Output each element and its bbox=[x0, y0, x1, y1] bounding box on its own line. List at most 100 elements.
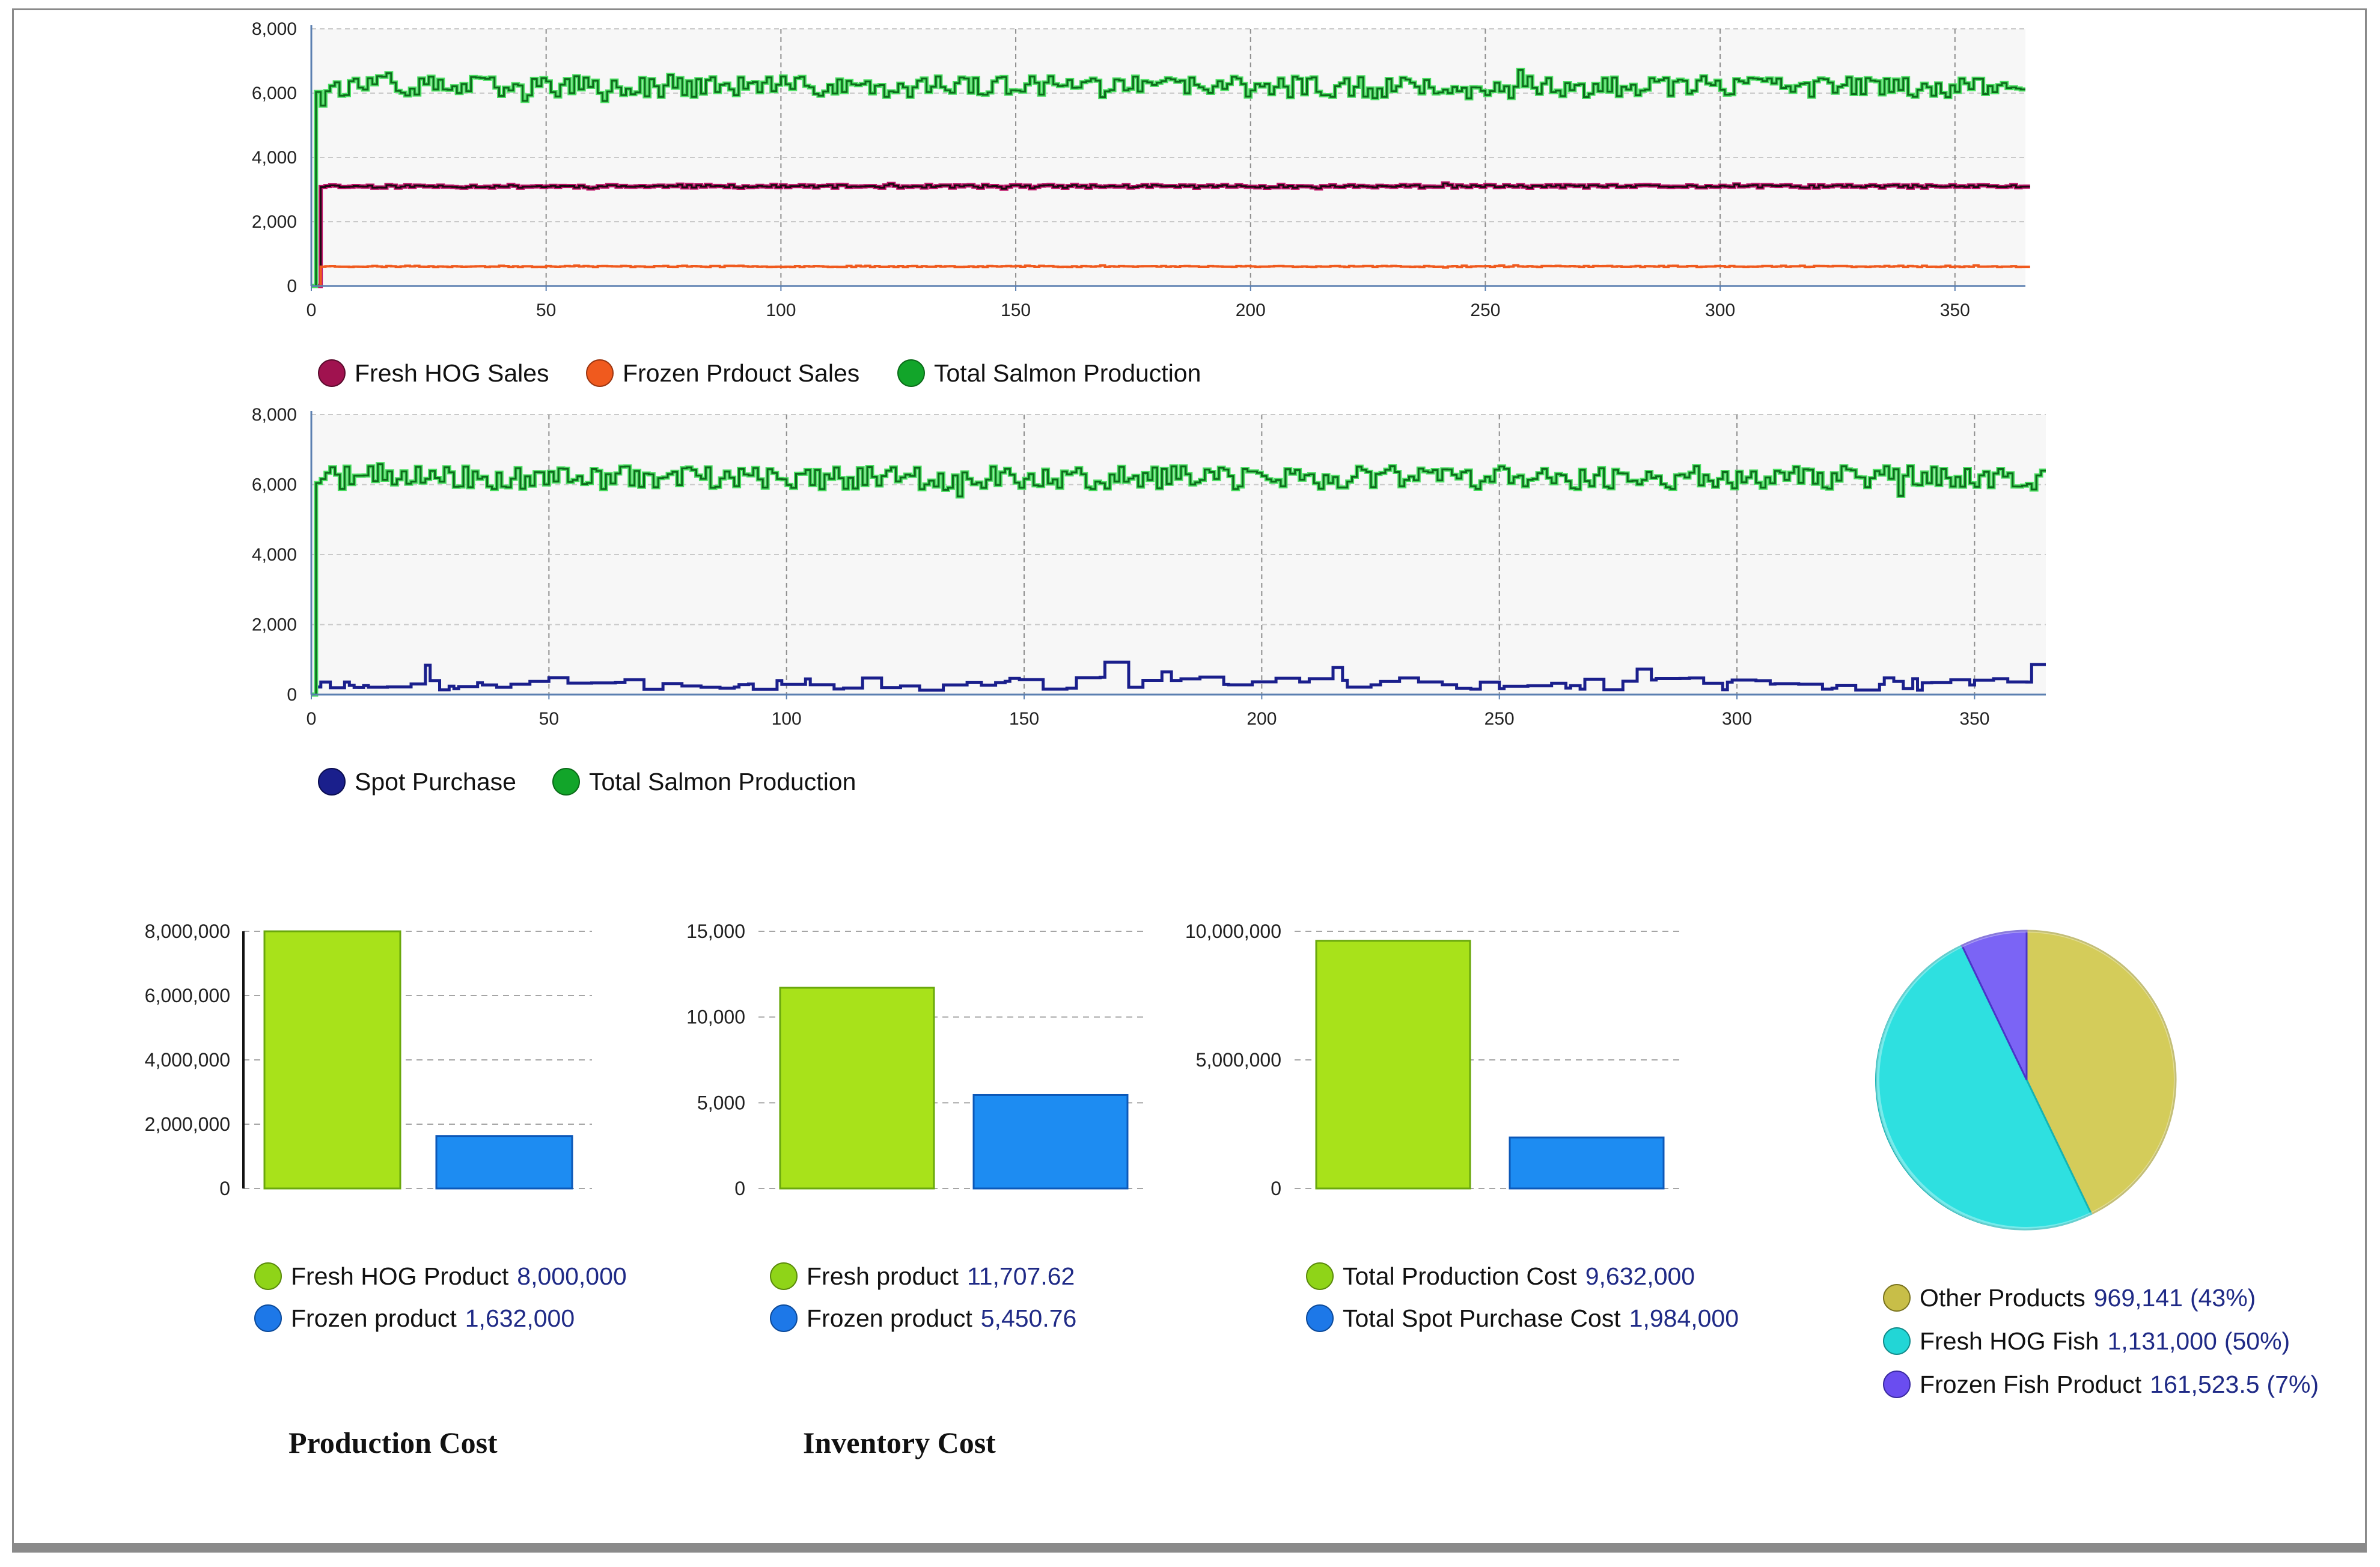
spot-production-line-chart: 0 2,000 4,000 6,000 8,000 0 50 100 150 200 250 300 3… bbox=[252, 405, 2046, 796]
figure-frame bbox=[12, 8, 2367, 1553]
x-tick-label: 0 bbox=[307, 709, 317, 729]
x-tick-label: 50 bbox=[539, 709, 559, 729]
x-tick-label: 350 bbox=[1959, 709, 1989, 729]
legend-value: 5,450.76 bbox=[981, 1304, 1077, 1332]
legend-percent: (7%) bbox=[2267, 1371, 2319, 1398]
y-tick-label: 0 bbox=[734, 1178, 745, 1199]
legend-value: 969,141 bbox=[2094, 1284, 2183, 1312]
legend-label: Total Salmon Production bbox=[934, 359, 1201, 387]
product-share-pie-chart: Other Products 969,141 (43%) Fresh HOG Fis… bbox=[1875, 929, 2319, 1398]
legend-label: Fresh product bbox=[807, 1262, 959, 1290]
x-tick-label: 300 bbox=[1705, 300, 1735, 320]
legend-item-frozen-fish-product[interactable]: Frozen Fish Product 161,523.5 (7%) bbox=[1883, 1371, 2319, 1398]
plot: 0 2,000,000 4,000,000 6,000,000 8,000,000 bbox=[145, 920, 592, 1199]
legend-marker bbox=[318, 359, 346, 387]
y-tick-label: 0 bbox=[1271, 1178, 1281, 1199]
legend-label: Total Production Cost bbox=[1343, 1262, 1577, 1290]
series-line-spot-purchase bbox=[311, 660, 2046, 696]
bar-fresh-product bbox=[779, 987, 935, 1190]
pie-slice-other-products bbox=[2025, 930, 2177, 1216]
legend-item-frozen-product[interactable]: Frozen product 5,450.76 bbox=[770, 1304, 1076, 1332]
y-tick-label: 5,000 bbox=[697, 1092, 745, 1113]
legend-item-fresh-hog-sales[interactable]: Fresh HOG Sales bbox=[318, 359, 549, 387]
x-tick-label: 150 bbox=[1009, 709, 1039, 729]
series-line-frozen-prdouct-sales bbox=[311, 264, 2030, 287]
legend-item-other-products[interactable]: Other Products 969,141 (43%) bbox=[1883, 1284, 2256, 1312]
y-tick-label: 0 bbox=[219, 1178, 230, 1199]
legend-marker bbox=[552, 768, 580, 796]
x-tick-label: 300 bbox=[1722, 709, 1752, 729]
legend-value: 8,000,000 bbox=[517, 1262, 626, 1290]
legend: Other Products 969,141 (43%) Fresh HOG Fis… bbox=[1883, 1284, 2319, 1398]
legend-item-frozen-product[interactable]: Frozen product 1,632,000 bbox=[254, 1304, 575, 1332]
legend-item-fresh-hog-product[interactable]: Fresh HOG Product 8,000,000 bbox=[254, 1262, 627, 1290]
bar-total-spot-purchase-cost bbox=[1509, 1136, 1665, 1190]
legend-item-fresh-hog-fish[interactable]: Fresh HOG Fish 1,131,000 (50%) bbox=[1883, 1327, 2290, 1355]
legend-label: Total Salmon Production bbox=[589, 768, 856, 796]
legend-text: Total Production Cost 9,632,000 bbox=[1343, 1262, 1695, 1290]
legend-marker bbox=[770, 1304, 798, 1332]
legend-text: Frozen Fish Product 161,523.5 (7%) bbox=[1920, 1371, 2319, 1398]
y-tick-label: 5,000,000 bbox=[1196, 1049, 1281, 1071]
x-tick-label: 100 bbox=[772, 709, 802, 729]
legend-text: Total Spot Purchase Cost 1,984,000 bbox=[1343, 1304, 1739, 1332]
x-tick-label: 250 bbox=[1470, 300, 1500, 320]
y-tick-label: 6,000 bbox=[252, 84, 297, 103]
y-tick-label: 10,000 bbox=[686, 1006, 745, 1028]
production-cost-bar-chart: 0 2,000,000 4,000,000 6,000,000 8,000,000 Fr… bbox=[145, 920, 627, 1459]
x-tick-label: 350 bbox=[1940, 300, 1970, 320]
total-cost-bar-chart: 0 5,000,000 10,000,000 Total Production Co… bbox=[1185, 920, 1739, 1332]
legend: Fresh HOG Sales Frozen Prdouct Sales Tot… bbox=[318, 359, 1201, 387]
series-line-fresh-hog-sales bbox=[311, 182, 2030, 287]
y-tick-label: 6,000 bbox=[252, 475, 297, 495]
legend-label: Total Spot Purchase Cost bbox=[1343, 1304, 1621, 1332]
legend-text: Frozen product 1,632,000 bbox=[291, 1304, 575, 1332]
legend-item-spot-purchase[interactable]: Spot Purchase bbox=[318, 768, 516, 796]
legend-label: Frozen product bbox=[291, 1304, 457, 1332]
legend-item-fresh-product[interactable]: Fresh product 11,707.62 bbox=[770, 1262, 1075, 1290]
y-tick-label: 8,000,000 bbox=[145, 920, 230, 942]
legend-value: 1,984,000 bbox=[1629, 1304, 1739, 1332]
legend-percent: (50%) bbox=[2224, 1327, 2290, 1355]
legend-item-total-spot-purchase-cost[interactable]: Total Spot Purchase Cost 1,984,000 bbox=[1306, 1304, 1739, 1332]
legend-marker bbox=[318, 768, 346, 796]
legend-value: 9,632,000 bbox=[1585, 1262, 1695, 1290]
legend-marker bbox=[897, 359, 925, 387]
legend-label: Fresh HOG Product bbox=[291, 1262, 509, 1290]
series-lines bbox=[311, 67, 2030, 288]
legend-item-total-salmon-production[interactable]: Total Salmon Production bbox=[897, 359, 1201, 387]
legend-label: Fresh HOG Fish bbox=[1920, 1327, 2099, 1355]
legend-value: 11,707.62 bbox=[967, 1262, 1075, 1290]
legend-marker bbox=[770, 1262, 798, 1290]
x-tick-label: 50 bbox=[536, 300, 556, 320]
legend-text: Fresh HOG Product 8,000,000 bbox=[291, 1262, 627, 1290]
legend-text: Frozen product 5,450.76 bbox=[807, 1304, 1076, 1332]
pie-slice-fresh-hog-fish bbox=[1875, 944, 2093, 1231]
legend-marker bbox=[1883, 1284, 1911, 1312]
legend-text: Other Products 969,141 (43%) bbox=[1920, 1284, 2256, 1312]
legend-item-total-production-cost[interactable]: Total Production Cost 9,632,000 bbox=[1306, 1262, 1695, 1290]
y-tick-label: 6,000,000 bbox=[145, 985, 230, 1006]
legend: Spot Purchase Total Salmon Production bbox=[318, 768, 856, 796]
bar-total-production-cost bbox=[1315, 940, 1471, 1190]
x-tick-label: 100 bbox=[766, 300, 796, 320]
pie-slices bbox=[1875, 929, 2177, 1231]
legend-marker bbox=[1883, 1327, 1911, 1355]
legend: Fresh product 11,707.62 Frozen product 5,4… bbox=[770, 1262, 1076, 1332]
gridlines bbox=[311, 28, 2025, 286]
legend-item-total-salmon-production[interactable]: Total Salmon Production bbox=[552, 768, 856, 796]
y-tick-label: 0 bbox=[287, 276, 297, 296]
series-line-total-salmon-production bbox=[311, 463, 2046, 696]
legend-label: Frozen product bbox=[807, 1304, 972, 1332]
x-tick-label: 200 bbox=[1236, 300, 1266, 320]
chart-caption: Production Cost bbox=[288, 1426, 498, 1459]
bar-frozen-product bbox=[972, 1094, 1129, 1190]
legend-text: Fresh HOG Fish 1,131,000 (50%) bbox=[1920, 1327, 2290, 1355]
legend: Fresh HOG Product 8,000,000 Frozen produc… bbox=[254, 1262, 627, 1332]
legend-marker bbox=[254, 1304, 282, 1332]
legend-marker bbox=[254, 1262, 282, 1290]
legend-item-frozen-product-sales[interactable]: Frozen Prdouct Sales bbox=[586, 359, 859, 387]
x-tick-label: 250 bbox=[1484, 709, 1515, 729]
legend: Total Production Cost 9,632,000 Total Spo… bbox=[1306, 1262, 1739, 1332]
